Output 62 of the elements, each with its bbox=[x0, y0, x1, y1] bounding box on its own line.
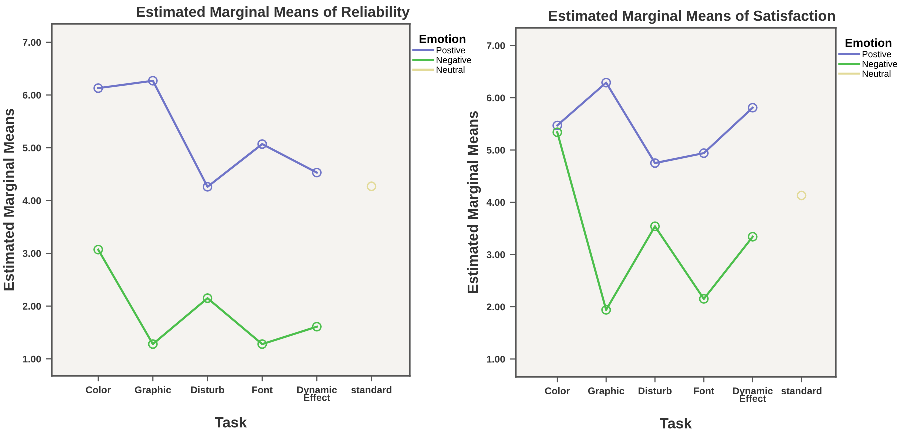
x-tick-label: Color bbox=[86, 386, 112, 394]
point bbox=[602, 78, 612, 88]
point bbox=[602, 305, 612, 315]
x-axis-title: Task bbox=[660, 418, 692, 429]
point bbox=[796, 190, 807, 201]
y-tick-label: 7.00 bbox=[487, 42, 506, 50]
y-tick-label: 7.00 bbox=[23, 39, 42, 46]
legend-label: Postive bbox=[436, 47, 466, 54]
y-tick-label: 1.00 bbox=[23, 356, 42, 363]
point bbox=[148, 339, 158, 350]
point bbox=[258, 339, 268, 350]
x-tick-label: standard bbox=[782, 387, 822, 395]
point bbox=[312, 322, 322, 332]
y-tick-label: 3.00 bbox=[22, 250, 42, 258]
legend-label: Postive bbox=[862, 50, 892, 58]
x-tick-label: standard bbox=[352, 386, 392, 394]
x-tick-label: Disturb bbox=[638, 387, 672, 395]
point bbox=[312, 168, 322, 178]
x-tick-label: Disturb bbox=[191, 386, 224, 394]
point bbox=[258, 139, 268, 150]
y-tick-label: 6.00 bbox=[23, 92, 42, 99]
x-tick-label: Dynamic Effect bbox=[733, 387, 773, 402]
x-axis-title: Task bbox=[215, 417, 248, 428]
point bbox=[650, 222, 660, 232]
chart-title: Estimated Marginal Means of Satisfaction bbox=[549, 10, 836, 24]
point bbox=[94, 245, 104, 255]
point bbox=[552, 128, 562, 138]
y-tick-label: 1.00 bbox=[487, 356, 506, 363]
point bbox=[202, 182, 213, 192]
point bbox=[699, 294, 709, 304]
point bbox=[748, 103, 758, 113]
point bbox=[748, 232, 758, 242]
point bbox=[699, 148, 709, 158]
legend-label: Negative bbox=[862, 60, 898, 70]
legend-label: Negative bbox=[436, 56, 472, 66]
y-tick-label: 3.00 bbox=[486, 251, 506, 258]
x-tick-label: Color bbox=[545, 387, 570, 395]
point bbox=[148, 76, 158, 86]
y-tick-label: 4.00 bbox=[486, 199, 506, 206]
legend-label: Neutral bbox=[862, 70, 891, 78]
y-tick-label: 4.00 bbox=[22, 198, 42, 204]
chart-title: Estimated Marginal Means of Reliability bbox=[137, 6, 410, 20]
legend-title: Emotion bbox=[420, 34, 466, 44]
x-tick-label: Font bbox=[252, 386, 273, 394]
point bbox=[552, 120, 562, 131]
x-tick-label: Dynamic Effect bbox=[297, 386, 338, 402]
point bbox=[94, 84, 104, 94]
y-tick-label: 6.00 bbox=[487, 94, 506, 102]
y-tick-label: 2.00 bbox=[23, 303, 42, 310]
x-tick-label: Graphic bbox=[135, 386, 172, 396]
legend-title: Emotion bbox=[846, 38, 892, 48]
x-tick-label: Graphic bbox=[588, 387, 624, 396]
point bbox=[202, 294, 213, 304]
y-tick-label: 5.00 bbox=[486, 146, 506, 154]
point bbox=[366, 182, 377, 192]
y-tick-label: 5.00 bbox=[22, 144, 42, 152]
point bbox=[650, 158, 660, 168]
y-axis-title: Estimated Marginal Means bbox=[3, 109, 18, 291]
y-axis-title: Estimated Marginal Means bbox=[467, 112, 482, 294]
legend-label: Neutral bbox=[436, 66, 465, 74]
y-tick-label: 2.00 bbox=[487, 304, 506, 311]
x-tick-label: Font bbox=[694, 388, 714, 395]
